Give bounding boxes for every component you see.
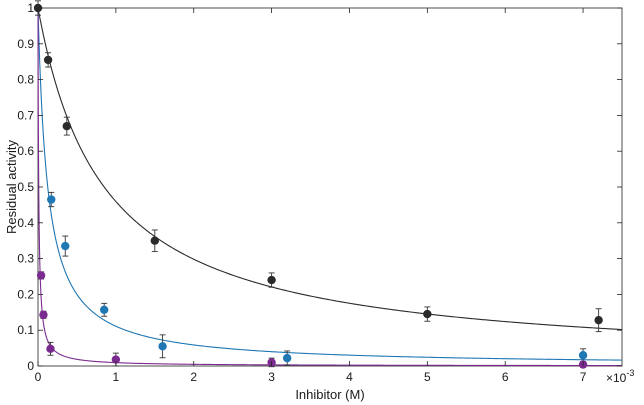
data-points [33, 3, 603, 369]
y-tick-label: 0.3 [17, 252, 34, 266]
x-tick-label: 4 [346, 370, 353, 384]
y-tick-label: 0.5 [17, 180, 34, 194]
x-axis-label: Inhibitor (M) [295, 387, 364, 402]
data-point [39, 310, 48, 320]
x-tick-label: 5 [424, 370, 431, 384]
data-point [99, 305, 109, 314]
y-tick-label: 0.9 [17, 37, 34, 51]
y-tick-label: 0.7 [17, 108, 34, 122]
data-point [578, 351, 588, 360]
x-tick-label: 0 [35, 370, 42, 384]
y-tick-label: 0.6 [17, 144, 34, 158]
x-axis-multiplier-base: ×10 [606, 371, 627, 385]
data-point [47, 195, 56, 204]
y-axis-ticks: 0 0.1 0.2 0.3 0.4 0.5 0.6 0.7 0.8 0.9 1 [17, 1, 622, 373]
x-axis-ticks: 0 1 2 3 4 5 6 7 [35, 8, 587, 384]
data-point [61, 241, 70, 251]
x-tick-label: 3 [268, 370, 275, 384]
x-tick-label: 7 [580, 370, 587, 384]
data-point [111, 355, 121, 364]
x-axis-multiplier-exponent: -3 [626, 368, 634, 378]
error-bars [35, 0, 602, 368]
data-point [46, 344, 55, 354]
fit-curves [37, 7, 623, 367]
x-tick-label: 2 [190, 370, 197, 384]
plot-area [37, 7, 623, 367]
y-tick-label: 0 [27, 359, 34, 373]
data-point [36, 271, 46, 280]
fit-curve [37, 7, 623, 331]
y-tick-label: 0.8 [17, 73, 34, 87]
fit-curve [37, 8, 623, 361]
x-tick-label: 6 [502, 370, 509, 384]
data-point [150, 236, 159, 245]
data-point [158, 342, 167, 351]
data-point [62, 121, 72, 131]
data-point [423, 309, 432, 319]
data-point [267, 275, 276, 285]
plot-frame [37, 7, 623, 367]
data-point [43, 55, 53, 65]
x-tick-label: 1 [113, 370, 120, 384]
y-tick-label: 0.2 [17, 287, 34, 301]
data-point [282, 353, 292, 363]
y-axis-label: Residual activity [4, 140, 19, 234]
y-tick-label: 1 [27, 1, 34, 15]
x-axis-multiplier: ×10-3 [606, 368, 634, 385]
y-tick-label: 0.1 [17, 323, 34, 337]
data-point [594, 315, 603, 325]
y-tick-label: 0.4 [17, 216, 34, 230]
fit-curve [37, 8, 623, 367]
